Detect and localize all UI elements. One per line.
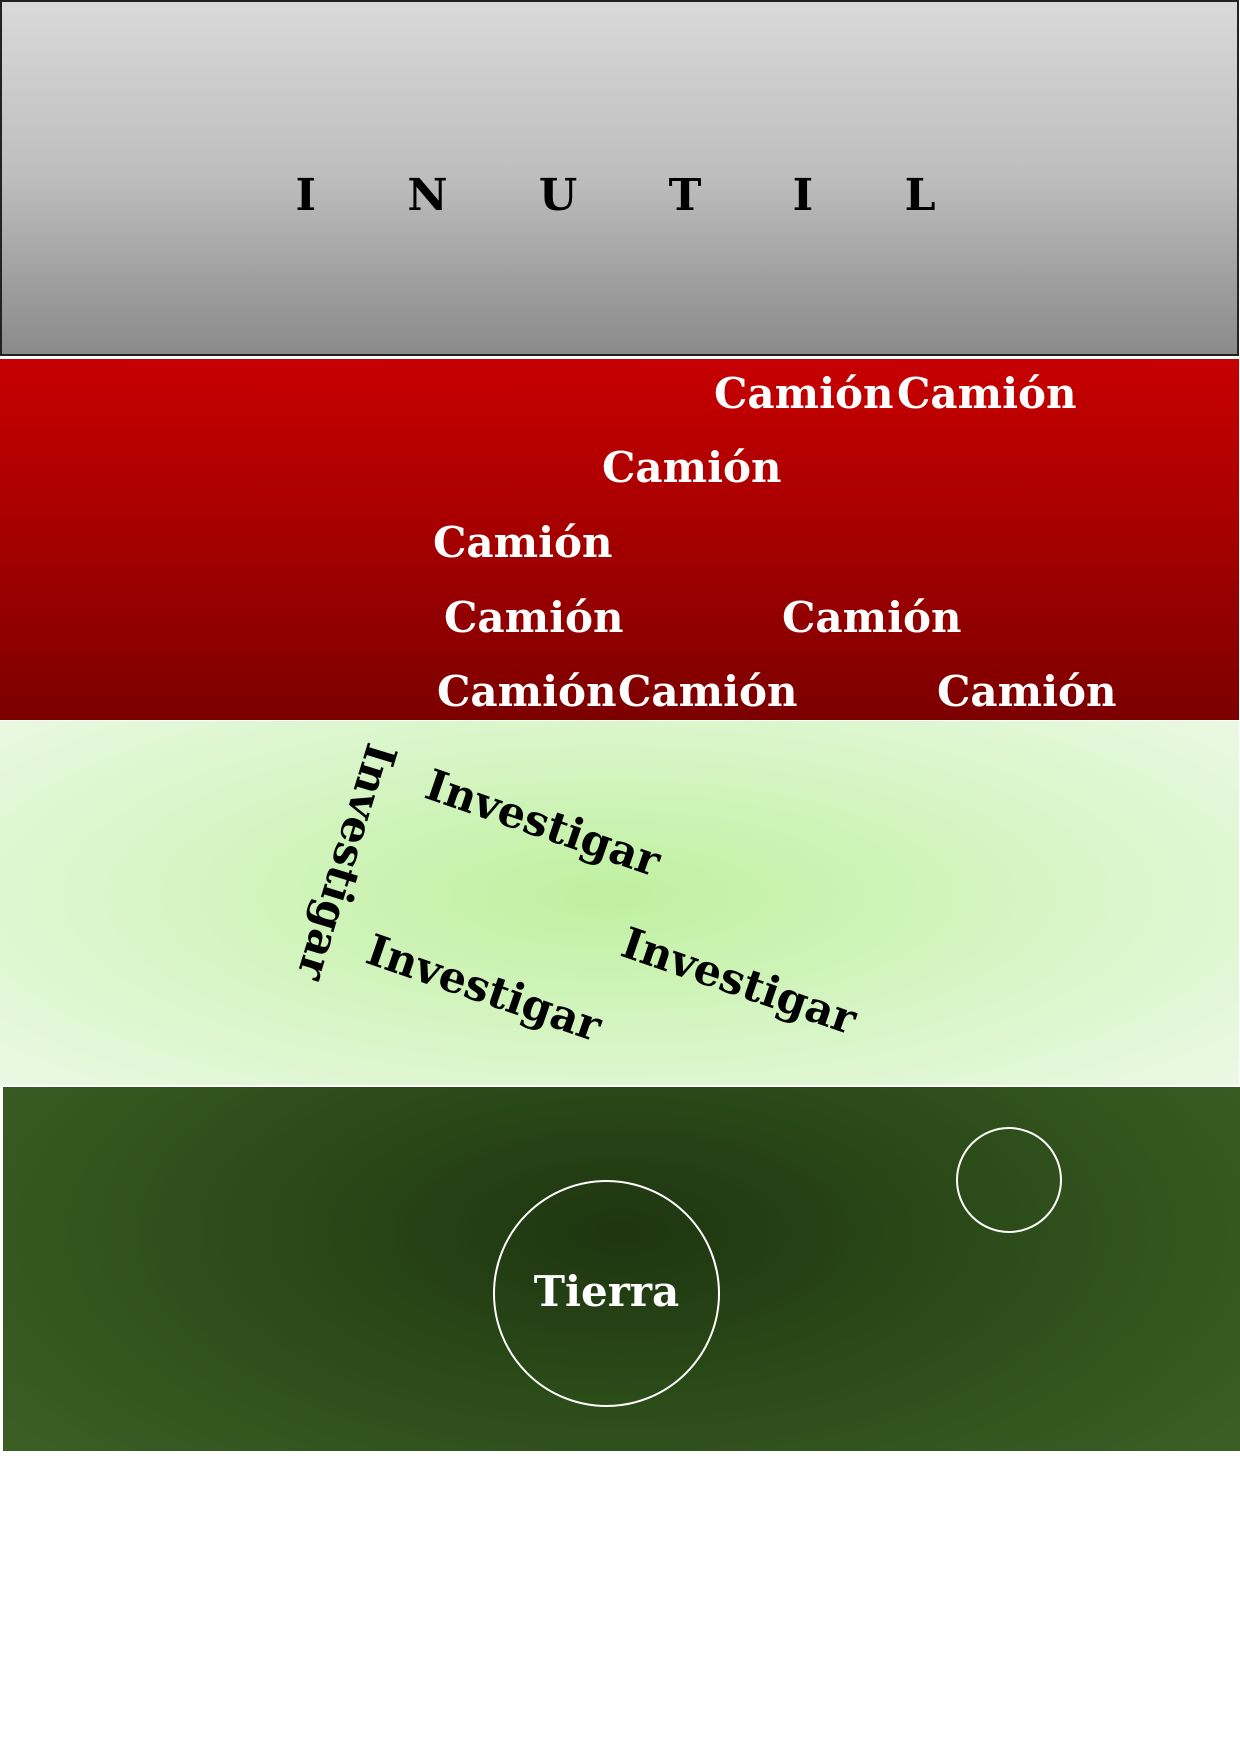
investigar-word: Investigar	[419, 760, 667, 888]
camion-word: Camión	[444, 593, 624, 642]
camion-word: Camión	[937, 667, 1117, 716]
red-band: Camión Camión Camión Camión Camión Camió…	[0, 359, 1239, 720]
circle-outline-small	[956, 1127, 1062, 1233]
camion-word: Camión	[714, 369, 894, 418]
camion-word: Camión	[433, 518, 613, 567]
title-band: I N U T I L	[0, 0, 1239, 356]
tierra-label: Tierra	[533, 1267, 680, 1316]
light-green-band: Investigar Investigar Investigar Investi…	[0, 721, 1239, 1085]
page-title: I N U T I L	[295, 170, 974, 221]
dark-green-band: Tierra	[3, 1087, 1240, 1451]
camion-word: Camión	[897, 369, 1077, 418]
investigar-word: Investigar	[615, 918, 863, 1046]
camion-word: Camión	[437, 667, 617, 716]
camion-word: Camión	[618, 667, 798, 716]
circle-outline-large	[493, 1180, 720, 1407]
camion-word: Camión	[782, 593, 962, 642]
investigar-word: Investigar	[360, 925, 608, 1053]
camion-word: Camión	[602, 443, 782, 492]
